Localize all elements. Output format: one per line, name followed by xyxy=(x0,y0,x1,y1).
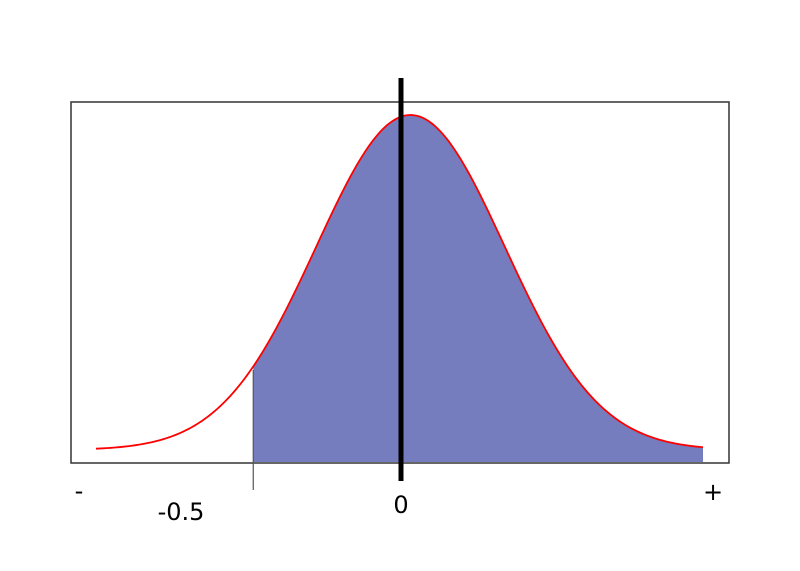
x-tick-label: 0 xyxy=(393,491,408,519)
x-tick-label: - xyxy=(75,477,84,505)
x-tick-label: + xyxy=(703,478,723,506)
x-tick-labels: - -0.5 0 + xyxy=(75,477,723,526)
shaded-area xyxy=(253,115,703,462)
x-tick-label: -0.5 xyxy=(158,498,205,526)
